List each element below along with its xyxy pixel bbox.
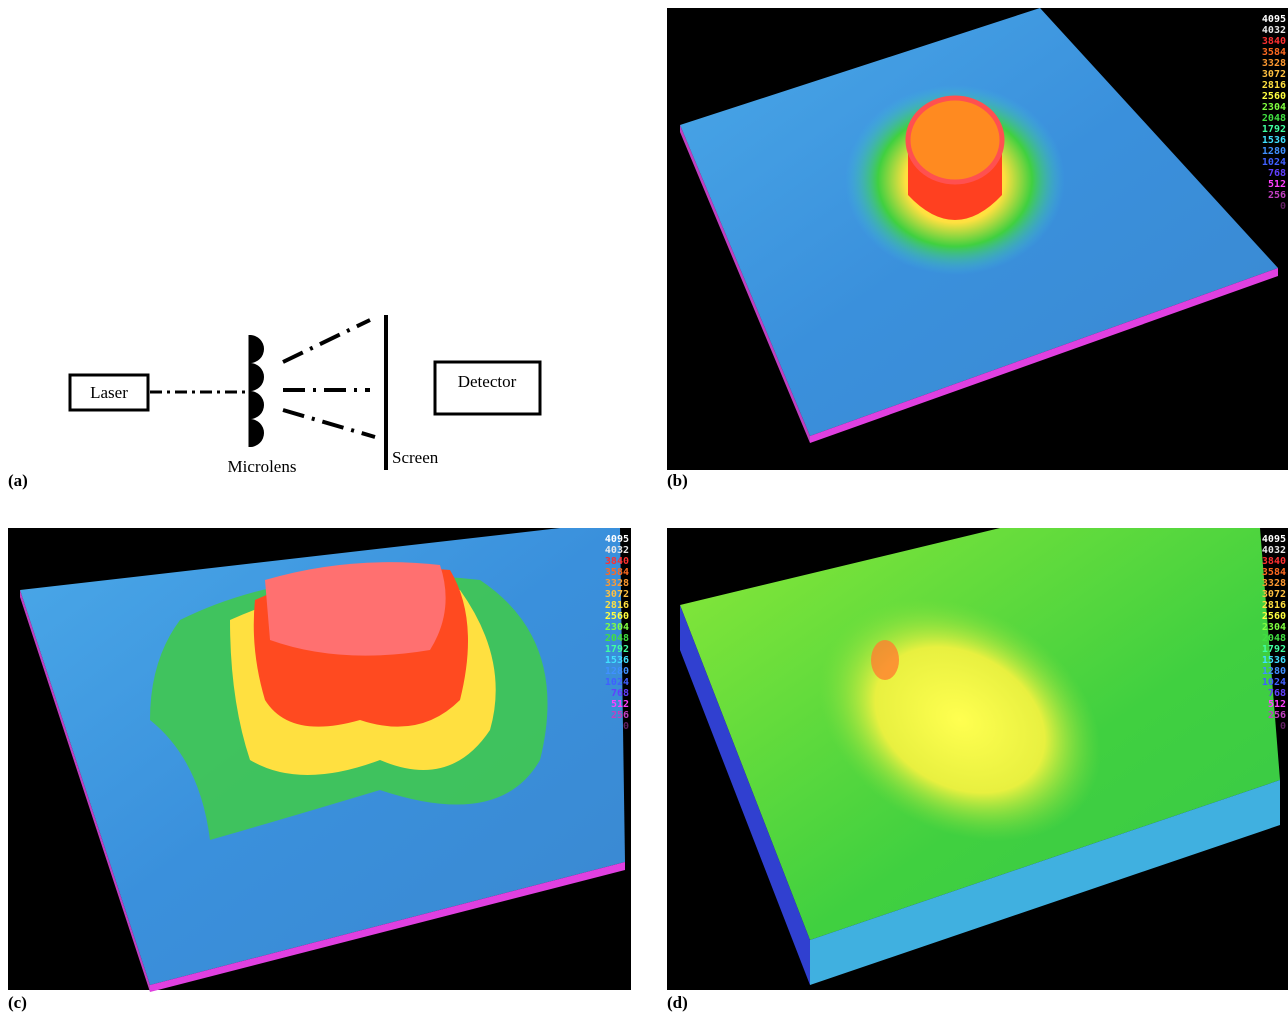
scale-label: 1024 <box>1262 157 1286 168</box>
scale-label: 1536 <box>1262 135 1286 146</box>
scale-label: 1792 <box>605 644 629 655</box>
microlens <box>250 335 264 447</box>
beam <box>283 320 370 362</box>
scale-label: 512 <box>1268 179 1286 190</box>
scale-label: 1792 <box>1262 644 1286 655</box>
scale-label: 2816 <box>1262 600 1286 611</box>
spot-top <box>908 98 1002 182</box>
scale-label: 2048 <box>1262 113 1286 124</box>
scale-label: 768 <box>611 688 629 699</box>
scale-label: 3584 <box>605 567 629 578</box>
scale-label: 3840 <box>605 556 629 567</box>
panel-label: (a) <box>8 471 28 490</box>
scale-label: 3328 <box>1262 58 1286 69</box>
scale-label: 2304 <box>605 622 629 633</box>
scale-label: 3584 <box>1262 567 1286 578</box>
scale-label: 3072 <box>1262 589 1286 600</box>
panel-label: (c) <box>8 993 27 1012</box>
scale-label: 256 <box>1268 190 1286 201</box>
scale-label: 768 <box>1268 168 1286 179</box>
scale-label: 3072 <box>1262 69 1286 80</box>
scale-label: 2560 <box>1262 611 1286 622</box>
plot-b: 4095403238403584332830722816256023042048… <box>667 8 1288 470</box>
panel-label: (b) <box>667 471 688 490</box>
scale-label: 3328 <box>1262 578 1286 589</box>
scale-label: 2048 <box>605 633 629 644</box>
plot-c: 4095403238403584332830722816256023042048… <box>8 528 631 992</box>
scale-label: 2560 <box>605 611 629 622</box>
scale-label: 2304 <box>1262 622 1286 633</box>
scale-label: 2816 <box>1262 80 1286 91</box>
scale-label: 256 <box>1268 710 1286 721</box>
screen-label: Screen <box>392 448 439 467</box>
scale-label: 1280 <box>1262 666 1286 677</box>
scale-label: 4032 <box>1262 545 1286 556</box>
scale-label: 512 <box>611 699 629 710</box>
scale-label: 3584 <box>1262 47 1286 58</box>
scale-label: 3072 <box>605 589 629 600</box>
plot-d: 4095403238403584332830722816256023042048… <box>667 528 1288 990</box>
scale-label: 2048 <box>1262 633 1286 644</box>
scale-label: 3840 <box>1262 556 1286 567</box>
scale-label: 2304 <box>1262 102 1286 113</box>
scale-label: 4032 <box>605 545 629 556</box>
scale-label: 1024 <box>1262 677 1286 688</box>
scale-label: 1024 <box>605 677 629 688</box>
figure: Laser Microlens Screen Detector (a) 4095… <box>0 0 1288 1016</box>
scale-label: 1280 <box>1262 146 1286 157</box>
beam <box>283 410 375 437</box>
scale-label: 2816 <box>605 600 629 611</box>
scale-label: 1792 <box>1262 124 1286 135</box>
scale-label: 1536 <box>605 655 629 666</box>
scale-label: 4095 <box>1262 14 1286 25</box>
scale-label: 2560 <box>1262 91 1286 102</box>
setup-diagram: Laser Microlens Screen Detector <box>70 315 540 476</box>
scale-label: 3840 <box>1262 36 1286 47</box>
scale-label: 4095 <box>1262 534 1286 545</box>
scale-label: 256 <box>611 710 629 721</box>
microlens-label: Microlens <box>228 457 297 476</box>
scale-label: 1536 <box>1262 655 1286 666</box>
scale-label: 3328 <box>605 578 629 589</box>
scale-label: 768 <box>1268 688 1286 699</box>
scale-label: 4032 <box>1262 25 1286 36</box>
laser-label: Laser <box>90 383 128 402</box>
spot-peak <box>871 640 899 680</box>
spot-top <box>265 562 446 655</box>
panel-label: (d) <box>667 993 688 1012</box>
scale-label: 0 <box>623 721 629 732</box>
scale-label: 1280 <box>605 666 629 677</box>
detector-label: Detector <box>458 372 517 391</box>
scale-label: 512 <box>1268 699 1286 710</box>
scale-label: 4095 <box>605 534 629 545</box>
scale-label: 0 <box>1280 721 1286 732</box>
scale-label: 0 <box>1280 201 1286 212</box>
